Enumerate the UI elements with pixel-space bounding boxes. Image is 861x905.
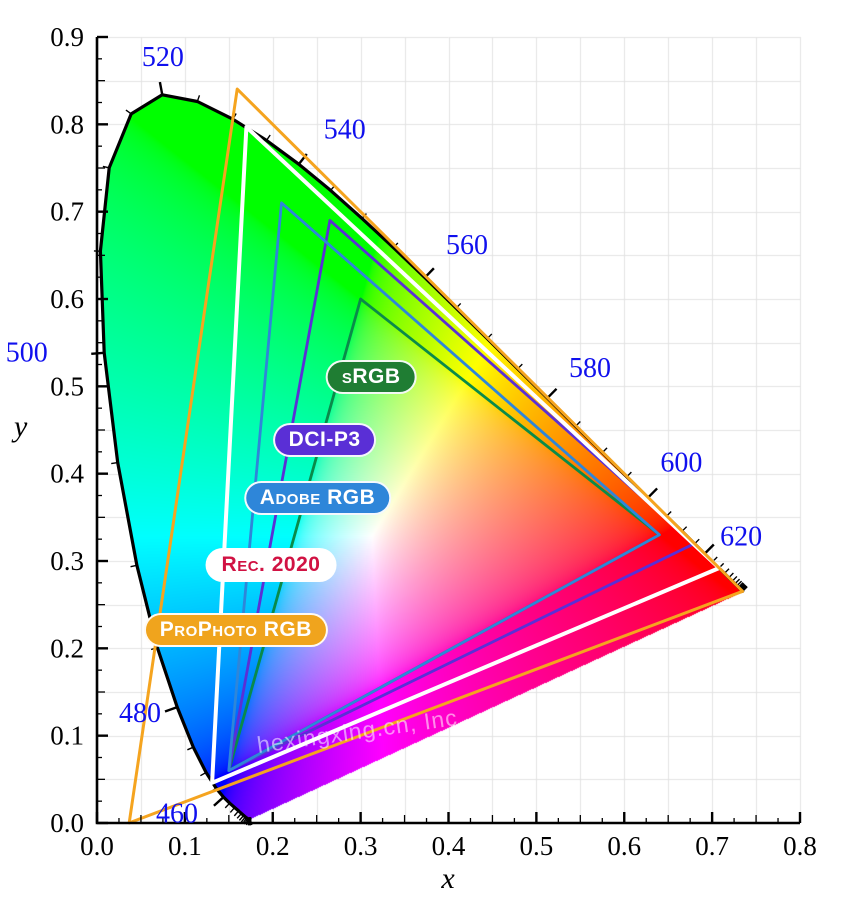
svg-text:0.6: 0.6	[50, 284, 84, 314]
gamut-rec-2020	[210, 125, 722, 785]
svg-text:0.8: 0.8	[783, 831, 817, 861]
wavelength-label-460: 460	[156, 798, 198, 829]
wavelength-labels: 460 480 500 520 540 560 580 600 620	[6, 42, 762, 829]
legend-pill-srgb: sRGB	[325, 359, 417, 394]
gamut-triangles	[127, 87, 745, 825]
legend-pill-prophoto-rgb: ProPhoto RGB	[143, 612, 328, 647]
svg-text:0.5: 0.5	[520, 831, 554, 861]
wavelength-label-600: 600	[660, 447, 702, 478]
svg-text:0.0: 0.0	[80, 831, 114, 861]
svg-text:0.3: 0.3	[50, 546, 84, 576]
svg-text:0.6: 0.6	[607, 831, 641, 861]
gamut-prophoto-rgb	[127, 87, 745, 825]
axes	[95, 37, 800, 825]
svg-text:0.5: 0.5	[50, 371, 84, 401]
svg-text:0.1: 0.1	[50, 721, 84, 751]
legend-pill-dci-p3: DCI-P3	[272, 422, 377, 457]
x-axis-title: x	[441, 862, 455, 895]
svg-text:0.7: 0.7	[695, 831, 729, 861]
legend-pill-adobe-rgb: Adobe RGB	[243, 481, 392, 516]
svg-text:0.2: 0.2	[256, 831, 290, 861]
legend-pill-rec-2020: Rec. 2020	[205, 548, 337, 583]
wavelength-label-540: 540	[324, 115, 366, 146]
spectral-locus-outline	[98, 93, 745, 821]
axis-ticks	[95, 35, 802, 825]
wavelength-label-620: 620	[720, 522, 762, 553]
svg-text:0.2: 0.2	[50, 633, 84, 663]
wavelength-label-560: 560	[446, 230, 488, 261]
svg-text:0.9: 0.9	[50, 22, 84, 52]
svg-text:0.1: 0.1	[168, 831, 202, 861]
y-axis-title: y	[14, 410, 28, 443]
svg-text:0.8: 0.8	[50, 109, 84, 139]
svg-text:0.4: 0.4	[432, 831, 466, 861]
wavelength-label-520: 520	[142, 42, 184, 73]
svg-text:0.3: 0.3	[344, 831, 378, 861]
svg-text:0.4: 0.4	[50, 459, 84, 489]
axis-tick-labels: 0.0 0.1 0.2 0.3 0.4 0.5 0.6 0.7 0.8 0.0 0.1 0.2 0.3 0…	[50, 22, 817, 861]
wavelength-label-480: 480	[119, 698, 161, 729]
svg-text:0.7: 0.7	[50, 197, 84, 227]
wavelength-label-500: 500	[6, 337, 48, 368]
svg-text:0.0: 0.0	[50, 808, 84, 838]
wavelength-label-580: 580	[569, 353, 611, 384]
